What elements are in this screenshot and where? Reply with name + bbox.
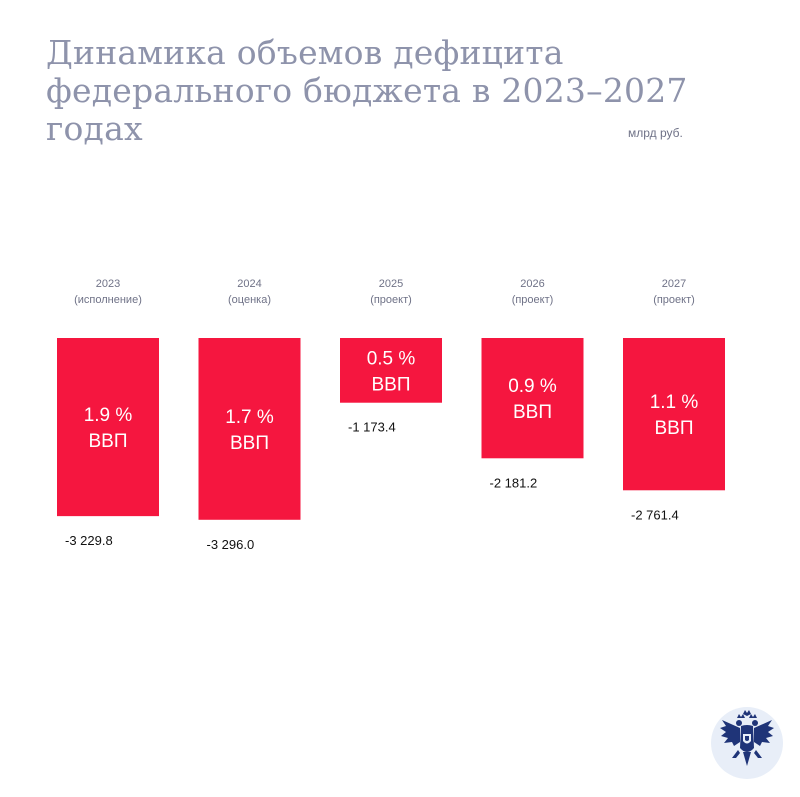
double-headed-eagle-emblem-icon (711, 707, 783, 779)
deficit-bar (57, 338, 159, 517)
bar-gdp-label: 0.9 % (508, 376, 557, 397)
unit-label: млрд руб. (628, 126, 683, 140)
category-note-label: (проект) (512, 294, 554, 306)
category-year-label: 2026 (520, 278, 544, 290)
category-note-label: (проект) (653, 294, 695, 306)
bar-gdp-label: ВВП (654, 418, 693, 439)
category-year-label: 2023 (96, 278, 120, 290)
category-year-label: 2025 (379, 278, 403, 290)
deficit-bar (198, 338, 301, 520)
bar-gdp-label: 0.5 % (367, 348, 416, 369)
bar-value-label: -2 181.2 (490, 475, 538, 490)
deficit-bar (481, 338, 584, 459)
bar-gdp-label: ВВП (230, 433, 269, 454)
bar-gdp-label: 1.9 % (84, 405, 133, 426)
chart-title: Динамика объемов дефицита федерального б… (46, 33, 688, 148)
category-note-label: (проект) (370, 294, 412, 306)
bar-value-label: -3 229.8 (65, 533, 113, 548)
bar-gdp-label: ВВП (513, 402, 552, 423)
deficit-bar (340, 338, 442, 403)
bar-value-label: -3 296.0 (207, 537, 255, 552)
deficit-bar-chart: 2023 (исполнение) 1.9 % ВВП -3 229.8 2024 (оце… (57, 278, 725, 552)
category-year-label: 2027 (662, 278, 686, 290)
deficit-bar (623, 338, 725, 491)
bar-value-label: -2 761.4 (631, 507, 679, 522)
bar-gdp-label: 1.7 % (225, 407, 274, 428)
bar-gdp-label: 1.1 % (650, 392, 699, 413)
bar-value-label: -1 173.4 (348, 420, 396, 435)
category-year-label: 2024 (237, 278, 261, 290)
bar-gdp-label: ВВП (88, 431, 127, 452)
category-note-label: (исполнение) (74, 294, 142, 306)
category-note-label: (оценка) (228, 294, 271, 306)
bar-gdp-label: ВВП (371, 374, 410, 395)
